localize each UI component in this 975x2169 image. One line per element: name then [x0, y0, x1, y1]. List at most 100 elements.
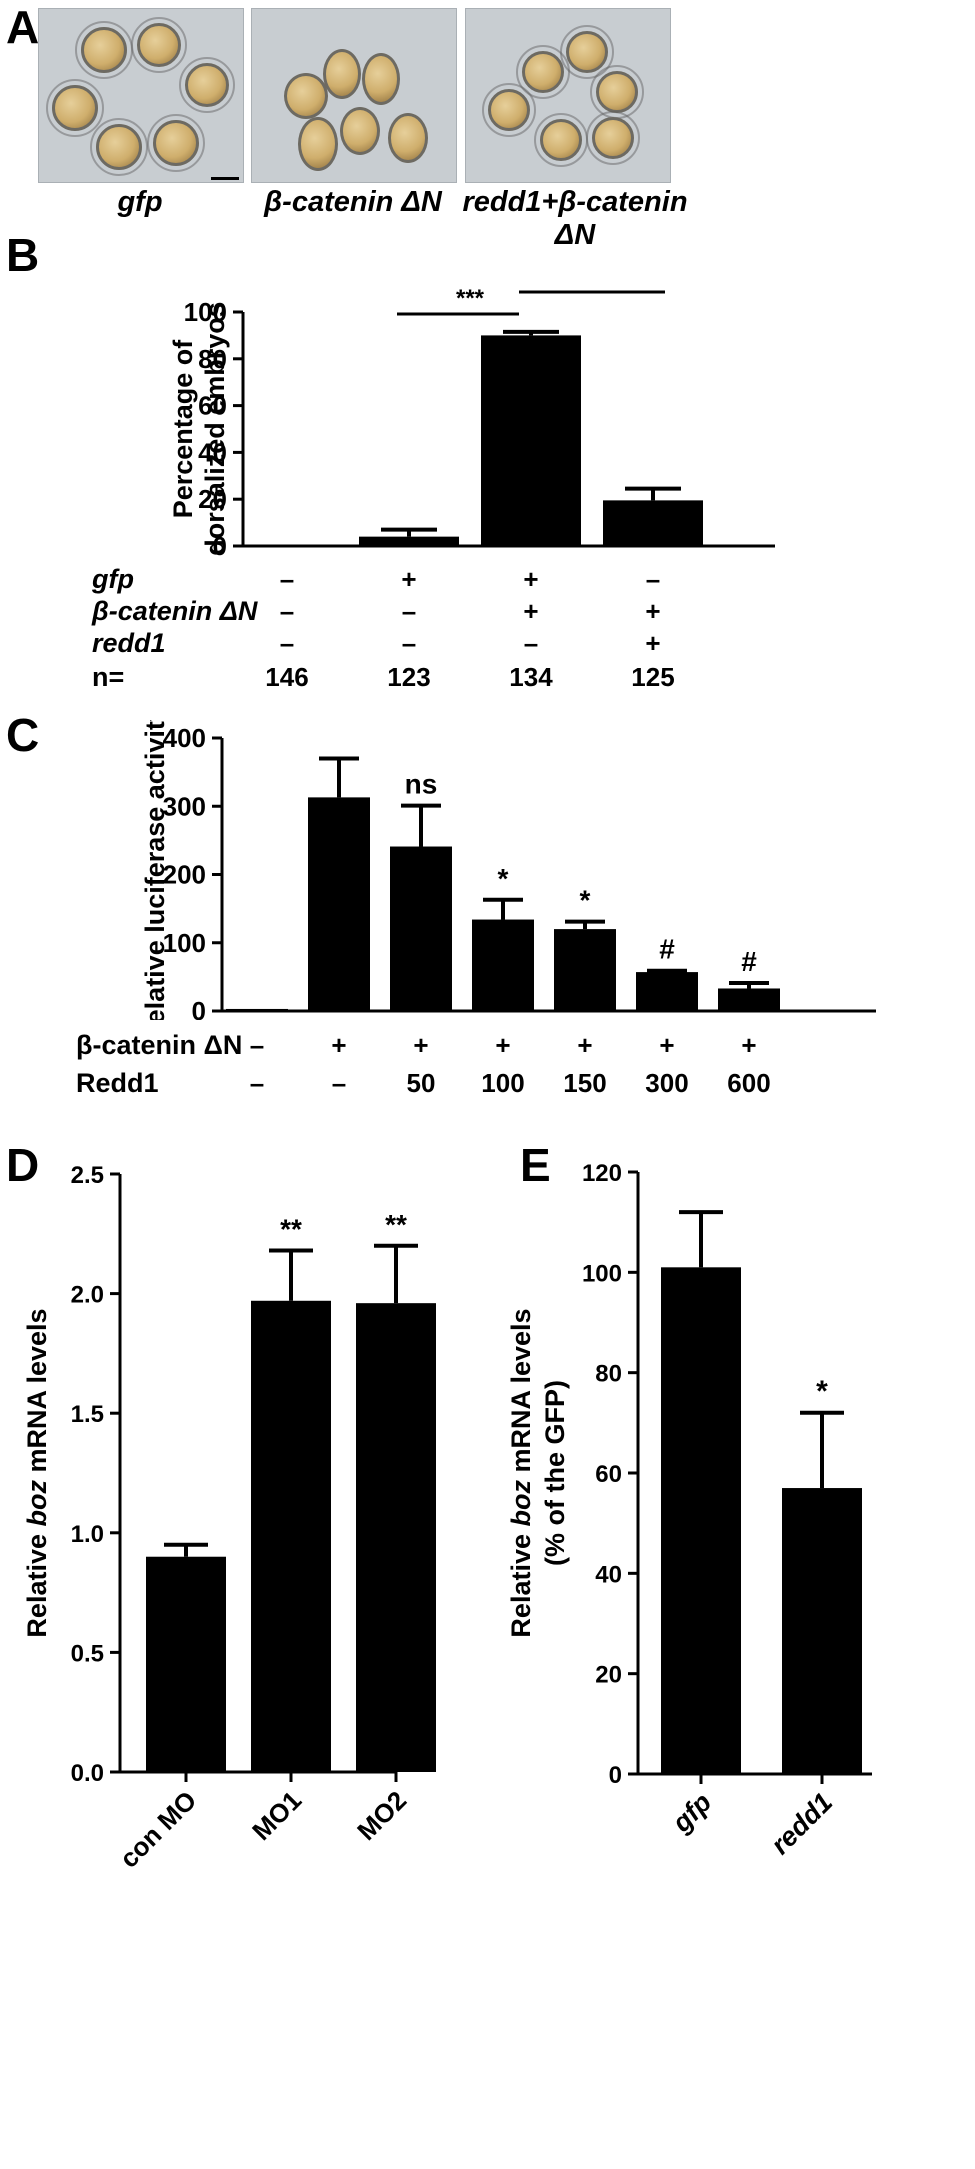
y-tick-label: 0 [213, 531, 227, 561]
caption-redd1-beta-catenin: redd1+β-catenin ΔN [462, 186, 688, 251]
table-cell: + [645, 596, 661, 626]
embryo [179, 57, 235, 113]
table-row-label: redd1 [92, 628, 166, 658]
embryo [284, 73, 328, 119]
table-cell: 146 [265, 662, 309, 692]
significance-label: * [580, 885, 591, 916]
table-cell: + [413, 1030, 429, 1060]
significance-label: * [816, 1375, 828, 1408]
embryo [388, 113, 428, 163]
y-tick-label: 2.0 [71, 1282, 104, 1309]
table-row-label: gfp [92, 564, 134, 594]
table-cell: – [249, 1068, 265, 1098]
bar [390, 846, 452, 1011]
significance-label: * [498, 863, 509, 894]
y-tick-label: 40 [198, 437, 227, 467]
embryo [147, 114, 205, 172]
x-tick-label: gfp [666, 1787, 718, 1839]
x-tick-label: MO1 [246, 1785, 307, 1846]
significance-label: # [659, 934, 675, 965]
y-axis-title-part: boz [22, 1480, 52, 1527]
bar [782, 1488, 862, 1774]
table-row-label: Redd1 [76, 1068, 159, 1098]
embryo [46, 79, 104, 137]
y-axis-title-line: dorsalized embryos [200, 302, 230, 556]
table-cell: + [331, 1030, 347, 1060]
table-cell: 150 [563, 1068, 607, 1098]
significance-label: ns [405, 769, 438, 800]
embryo [323, 49, 361, 99]
photo-gfp [38, 8, 244, 183]
table-cell: – [279, 564, 295, 594]
embryo [75, 21, 133, 79]
table-cell: 50 [406, 1068, 436, 1098]
embryo [131, 17, 187, 73]
y-tick-label: 1.5 [71, 1401, 104, 1428]
table-cell: – [645, 564, 661, 594]
y-axis-title-part: mRNA levels [22, 1308, 52, 1480]
embryo [560, 25, 614, 79]
y-tick-label: 20 [595, 1662, 622, 1689]
panel-letter-a: A [6, 1, 40, 53]
y-tick-label: 60 [198, 391, 227, 421]
bar [481, 335, 581, 546]
chart-e: 0 20 40 60 80 100 120 * Relative boz mRNA levels… [506, 1160, 872, 1860]
table-row-label: n= [92, 662, 125, 692]
y-tick-label: 20 [198, 484, 227, 514]
bar [554, 929, 616, 1011]
table-cell: – [401, 596, 417, 626]
bar [356, 1303, 436, 1772]
y-axis-title-part: boz [506, 1480, 536, 1527]
table-cell: + [741, 1030, 757, 1060]
y-tick-label: 400 [163, 723, 206, 753]
table-cell: – [249, 1030, 265, 1060]
y-tick-label: 60 [595, 1461, 622, 1488]
scale-bar [211, 177, 239, 180]
table-cell: 600 [727, 1068, 771, 1098]
chart-c: 0 100 200 300 400 ns * * # # Relative luciferase a… [140, 720, 876, 1020]
y-tick-label: 80 [198, 344, 227, 374]
photo-beta-catenin [251, 8, 457, 183]
significance-label: *** [456, 285, 485, 312]
y-axis-title: Relative luciferase activity [140, 720, 170, 1020]
y-tick-label: 200 [163, 860, 206, 890]
table-cell: + [645, 628, 661, 658]
table-cell: – [279, 596, 295, 626]
bar [308, 797, 370, 1011]
bar [472, 919, 534, 1011]
panel-letter-e: E [520, 1139, 551, 1191]
caption-beta-catenin: β-catenin ΔN [264, 186, 442, 218]
bar [718, 988, 780, 1011]
x-tick-label: con MO [114, 1785, 203, 1874]
y-tick-label: 0.5 [71, 1640, 104, 1667]
bar [146, 1556, 226, 1772]
bar [636, 972, 698, 1011]
bar [251, 1300, 331, 1772]
y-axis-title: Percentage ofdorsalized embryos [168, 302, 230, 556]
y-tick-label: 100 [582, 1260, 622, 1287]
y-axis-title-part: mRNA levels [506, 1308, 536, 1480]
embryo [90, 118, 148, 176]
table-cell: + [401, 564, 417, 594]
y-axis-title: Relative boz mRNA levels [506, 1308, 536, 1637]
y-tick-label: 1.0 [71, 1521, 104, 1548]
embryo [482, 83, 536, 137]
table-cell: + [495, 1030, 511, 1060]
embryo [534, 113, 588, 167]
table-row-label: β-catenin ΔN [76, 1030, 243, 1060]
y-tick-label: 300 [163, 791, 206, 821]
y-axis-title-line: Percentage of [168, 339, 198, 519]
chart-d: 0.0 0.5 1.0 1.5 2.0 2.5 ** ** Relative boz mRNA … [22, 1162, 436, 1874]
table-cell: + [523, 596, 539, 626]
embryo [586, 111, 640, 165]
table-cell: 123 [387, 662, 431, 692]
table-cell: – [279, 628, 295, 658]
x-tick-label: redd1 [765, 1787, 838, 1860]
y-tick-label: 100 [163, 928, 206, 958]
significance-label: *** [578, 280, 607, 290]
y-axis-title-part: Relative [506, 1527, 536, 1638]
significance-label: ** [280, 1214, 302, 1245]
table-cell: 100 [481, 1068, 525, 1098]
y-axis-title-part: Relative [22, 1527, 52, 1638]
